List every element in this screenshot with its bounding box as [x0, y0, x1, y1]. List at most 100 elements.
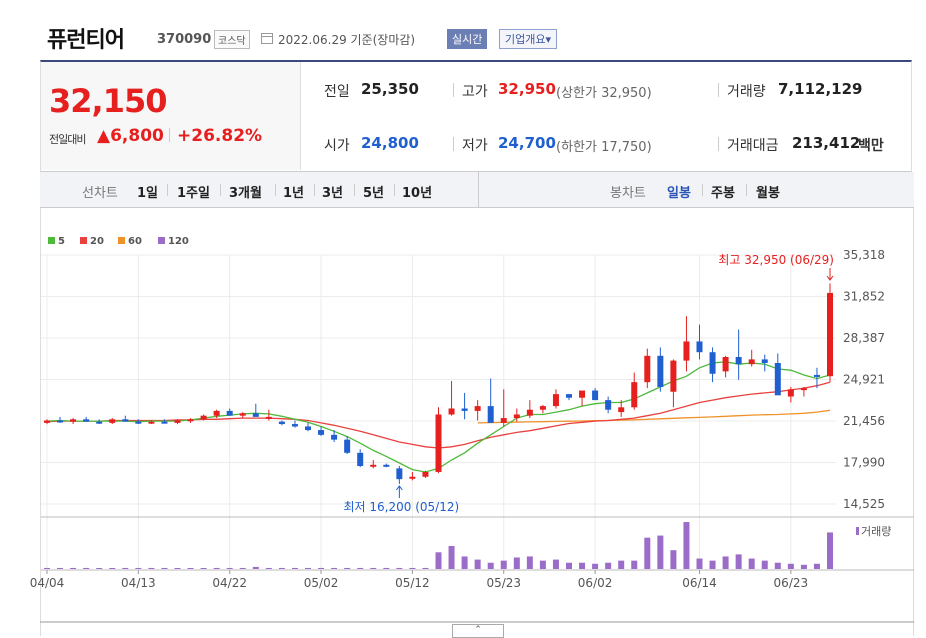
volume-bar [213, 567, 220, 569]
candle [44, 419, 50, 425]
candle-body [252, 413, 259, 417]
candle [148, 420, 155, 425]
candle [291, 420, 298, 428]
candle-body [96, 421, 103, 424]
candle-body [305, 426, 311, 431]
candle [57, 416, 64, 423]
candle-body [370, 464, 377, 467]
candle [305, 422, 311, 432]
open-label: 시가 [324, 138, 350, 154]
candle [383, 463, 390, 468]
x-tick-label: 06/02 [578, 576, 613, 590]
candle [696, 324, 703, 360]
candle [748, 349, 755, 367]
calendar-icon [261, 33, 273, 44]
candle-body [70, 419, 77, 422]
tab-daily[interactable]: 일봉 [667, 186, 691, 201]
volume-bar [226, 567, 233, 569]
company-overview-button[interactable]: 기업개요▾ [499, 29, 558, 49]
amount-unit: 백만 [858, 138, 884, 154]
candle [200, 414, 207, 421]
volume-bar [787, 563, 794, 569]
volume-bar [748, 558, 755, 569]
candle-body [526, 409, 533, 416]
volume-bar [252, 566, 259, 569]
volume-bar [383, 567, 390, 569]
candle-body [827, 292, 833, 377]
candle-body [109, 419, 116, 423]
volume-bar [696, 558, 703, 569]
tab-1year[interactable]: 1년 [283, 186, 305, 201]
x-tick-label: 05/02 [304, 576, 339, 590]
x-tick-label: 04/04 [30, 576, 65, 590]
high-label: 고가 [462, 84, 488, 100]
volume-bar [96, 568, 103, 569]
volume-bar [552, 559, 559, 569]
candle [331, 430, 338, 443]
volume-bar [187, 568, 194, 569]
volume-bars [44, 522, 833, 569]
divider [220, 184, 221, 196]
volume-bar [605, 562, 612, 569]
tab-1week[interactable]: 1주일 [177, 186, 210, 201]
collapse-chart-button[interactable]: ⌃ [452, 624, 504, 638]
divider [453, 83, 454, 97]
divider [314, 184, 315, 196]
volume-bar [148, 567, 155, 569]
volume-bar [631, 560, 638, 569]
candle-body [631, 382, 638, 408]
y-tick-label: 17,990 [843, 456, 885, 470]
tab-1day[interactable]: 1일 [137, 186, 159, 201]
legend-swatch [118, 237, 125, 244]
candle-body [200, 415, 207, 420]
candle-body [461, 408, 468, 411]
tab-10year[interactable]: 10년 [402, 186, 433, 201]
tab-5year[interactable]: 5년 [363, 186, 385, 201]
candle-body [539, 406, 546, 410]
candle-body [579, 390, 586, 398]
legend-ma5: 5 [48, 236, 65, 247]
candle-body [696, 341, 703, 353]
candle [474, 400, 481, 421]
volume-bar [513, 557, 520, 569]
volume-bar [161, 567, 168, 569]
candle [500, 389, 507, 427]
candle [644, 348, 651, 389]
candle [539, 404, 546, 414]
x-tick-label: 04/13 [121, 576, 156, 590]
candle-body [592, 390, 599, 401]
tab-monthly[interactable]: 월봉 [756, 186, 780, 201]
candle [161, 419, 168, 424]
candle-body [774, 362, 781, 396]
low-annotation: 최저 16,200 (05/12) [344, 500, 460, 514]
candle [109, 418, 116, 425]
current-price: 32,150 [49, 82, 167, 120]
volume-bar [435, 552, 442, 569]
candle [448, 380, 455, 416]
volume-bar [539, 560, 546, 569]
volume-bar [800, 564, 807, 569]
high-value: 32,950 [498, 80, 556, 98]
y-tick-label: 24,921 [843, 373, 885, 387]
realtime-button[interactable]: 실시간 [447, 29, 488, 49]
change-amount: ▲6,800 [97, 126, 164, 146]
candle [187, 418, 194, 423]
volume-bar [566, 562, 572, 569]
candle-body [161, 421, 168, 424]
candle [487, 378, 494, 423]
tab-3month[interactable]: 3개월 [229, 186, 262, 201]
tab-weekly[interactable]: 주봉 [711, 186, 735, 201]
candle [135, 419, 142, 425]
candle [357, 449, 364, 468]
low-value: 24,700 [498, 134, 556, 152]
stock-name: 퓨런티어 [47, 28, 125, 53]
divider [746, 184, 747, 196]
price-summary [40, 60, 912, 172]
divider [478, 172, 479, 208]
candle-body [57, 420, 64, 423]
low-label: 저가 [462, 138, 488, 154]
candle-body [800, 388, 807, 391]
candle-body [513, 414, 520, 419]
tab-3year[interactable]: 3년 [322, 186, 344, 201]
volume-bar [474, 559, 481, 569]
